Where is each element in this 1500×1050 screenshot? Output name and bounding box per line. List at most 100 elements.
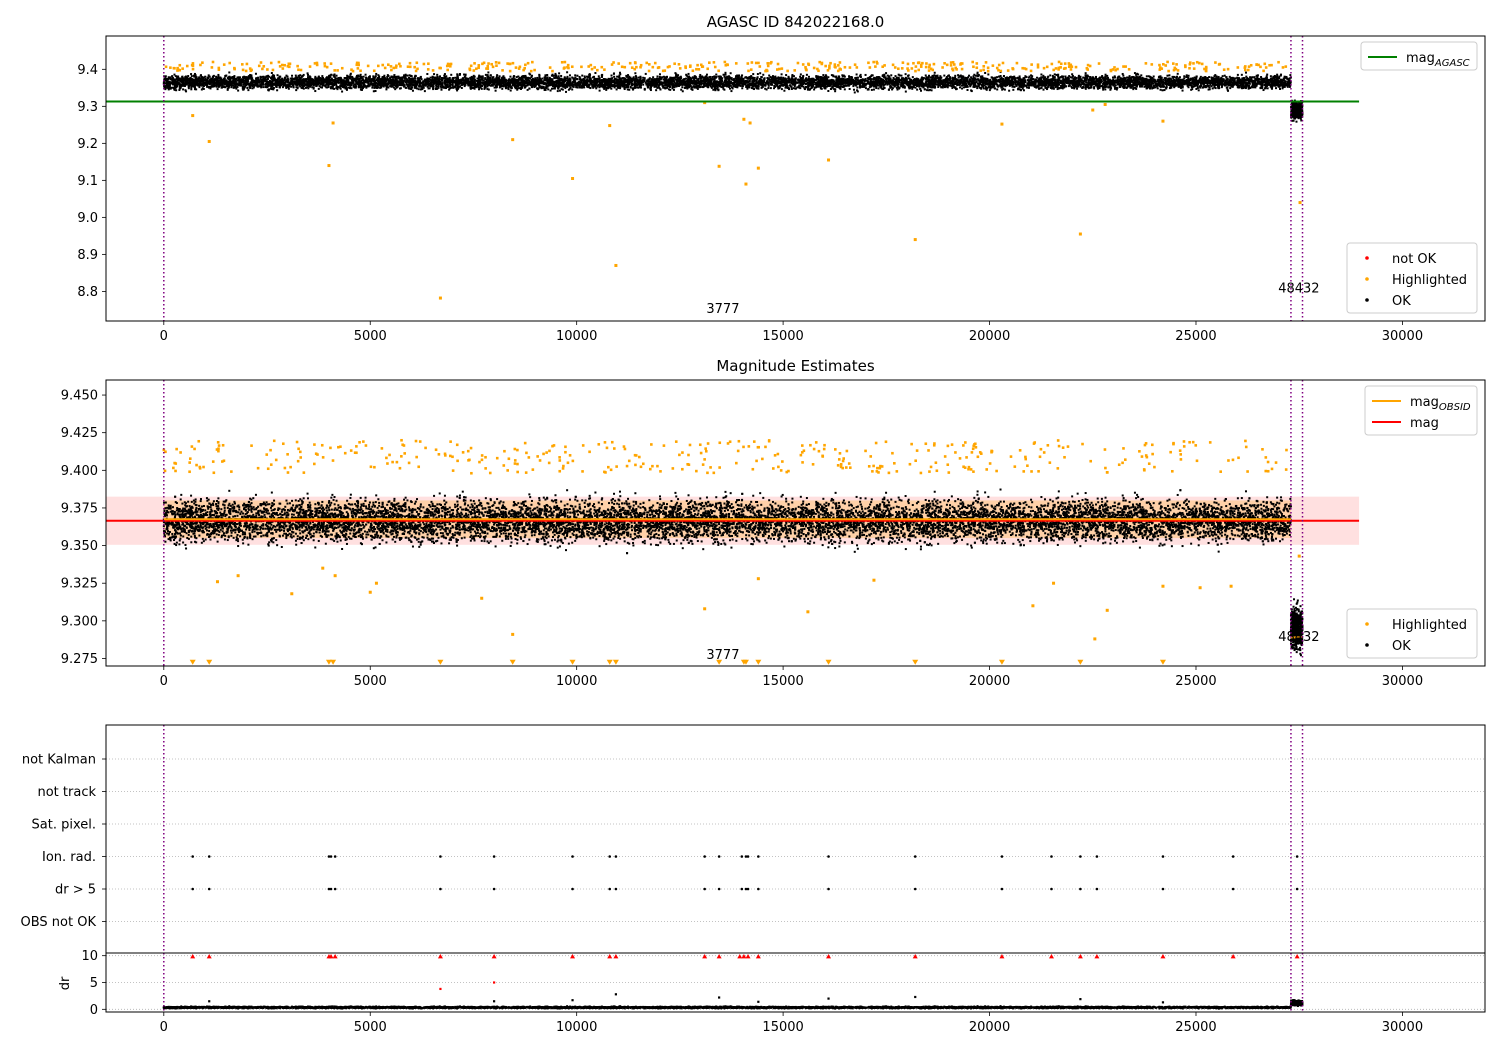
- data-point: [658, 87, 661, 90]
- data-point: [935, 74, 938, 77]
- data-point: [205, 83, 208, 86]
- data-point: [893, 78, 896, 81]
- data-point: [598, 79, 601, 82]
- data-point: [1038, 87, 1041, 90]
- data-point: [891, 87, 894, 90]
- data-point: [1021, 87, 1024, 90]
- data-point: [847, 84, 850, 87]
- data-point: [886, 83, 889, 86]
- data-point: [478, 88, 481, 91]
- data-point: [1001, 85, 1004, 88]
- data-point: [856, 76, 859, 79]
- data-point: [295, 86, 298, 89]
- data-point: [469, 76, 472, 79]
- data-point: [440, 79, 443, 82]
- data-point: [519, 78, 522, 81]
- data-point: [1056, 88, 1059, 91]
- data-point: [550, 87, 553, 90]
- data-point: [674, 78, 677, 81]
- data-point: [923, 88, 926, 91]
- data-point: [936, 74, 939, 77]
- data-point: [339, 87, 342, 90]
- data-point: [420, 85, 423, 88]
- data-point: [855, 76, 858, 79]
- data-point: [364, 78, 367, 81]
- data-point: [267, 74, 270, 77]
- data-point: [859, 80, 862, 83]
- data-point: [341, 90, 344, 93]
- data-point: [1050, 85, 1053, 88]
- data-point: [999, 80, 1002, 83]
- data-point: [732, 85, 735, 88]
- data-point: [1009, 76, 1012, 79]
- data-point: [1095, 82, 1098, 85]
- data-point: [486, 85, 489, 88]
- data-point: [561, 80, 564, 83]
- data-point: [1276, 82, 1279, 85]
- data-point: [609, 86, 612, 89]
- data-point: [419, 80, 422, 83]
- data-point: [170, 86, 173, 89]
- data-point: [317, 77, 320, 80]
- data-point: [242, 78, 245, 81]
- data-point: [589, 77, 592, 80]
- data-point: [958, 86, 961, 89]
- data-point: [546, 74, 549, 77]
- data-point: [495, 75, 498, 78]
- data-point: [536, 76, 539, 79]
- data-point: [809, 88, 812, 91]
- data-point: [491, 77, 494, 80]
- data-point: [1106, 74, 1109, 77]
- data-point: [236, 85, 239, 88]
- data-point: [822, 74, 825, 77]
- data-point: [618, 78, 621, 81]
- data-point: [1063, 82, 1066, 85]
- data-point: [1033, 80, 1036, 83]
- data-point: [213, 80, 216, 83]
- data-point: [217, 83, 220, 86]
- data-point: [211, 80, 214, 83]
- data-point: [1130, 76, 1133, 79]
- data-point: [1141, 82, 1144, 85]
- data-point: [710, 86, 713, 89]
- data-point: [968, 78, 971, 81]
- data-point: [1108, 85, 1111, 88]
- data-point: [272, 86, 275, 89]
- data-point: [279, 75, 282, 78]
- data-point: [1190, 77, 1193, 80]
- data-point: [1143, 81, 1146, 84]
- data-point: [914, 79, 917, 82]
- data-point: [375, 72, 378, 75]
- data-point: [217, 81, 220, 84]
- data-point: [656, 78, 659, 81]
- data-point: [1150, 80, 1153, 83]
- data-point: [1264, 86, 1267, 89]
- data-point: [1143, 85, 1146, 88]
- data-point: [1079, 83, 1082, 86]
- data-point: [171, 86, 174, 89]
- data-point: [165, 80, 168, 83]
- data-point: [227, 80, 230, 83]
- data-point: [848, 76, 851, 79]
- data-point: [553, 87, 556, 90]
- data-point: [768, 78, 771, 81]
- data-point: [919, 89, 922, 92]
- data-point: [411, 89, 414, 92]
- data-point: [974, 84, 977, 87]
- data-point: [1209, 81, 1212, 84]
- data-point: [986, 87, 989, 90]
- data-point: [242, 88, 245, 91]
- data-point: [367, 82, 370, 85]
- data-point: [496, 81, 499, 84]
- data-point: [647, 80, 650, 83]
- data-point: [1216, 77, 1219, 80]
- data-point: [545, 86, 548, 89]
- data-point: [450, 73, 453, 76]
- data-point: [619, 73, 622, 76]
- data-point: [861, 85, 864, 88]
- data-point: [903, 80, 906, 83]
- data-point: [166, 86, 169, 89]
- data-point: [859, 85, 862, 88]
- data-point: [190, 86, 193, 89]
- data-point: [668, 83, 671, 86]
